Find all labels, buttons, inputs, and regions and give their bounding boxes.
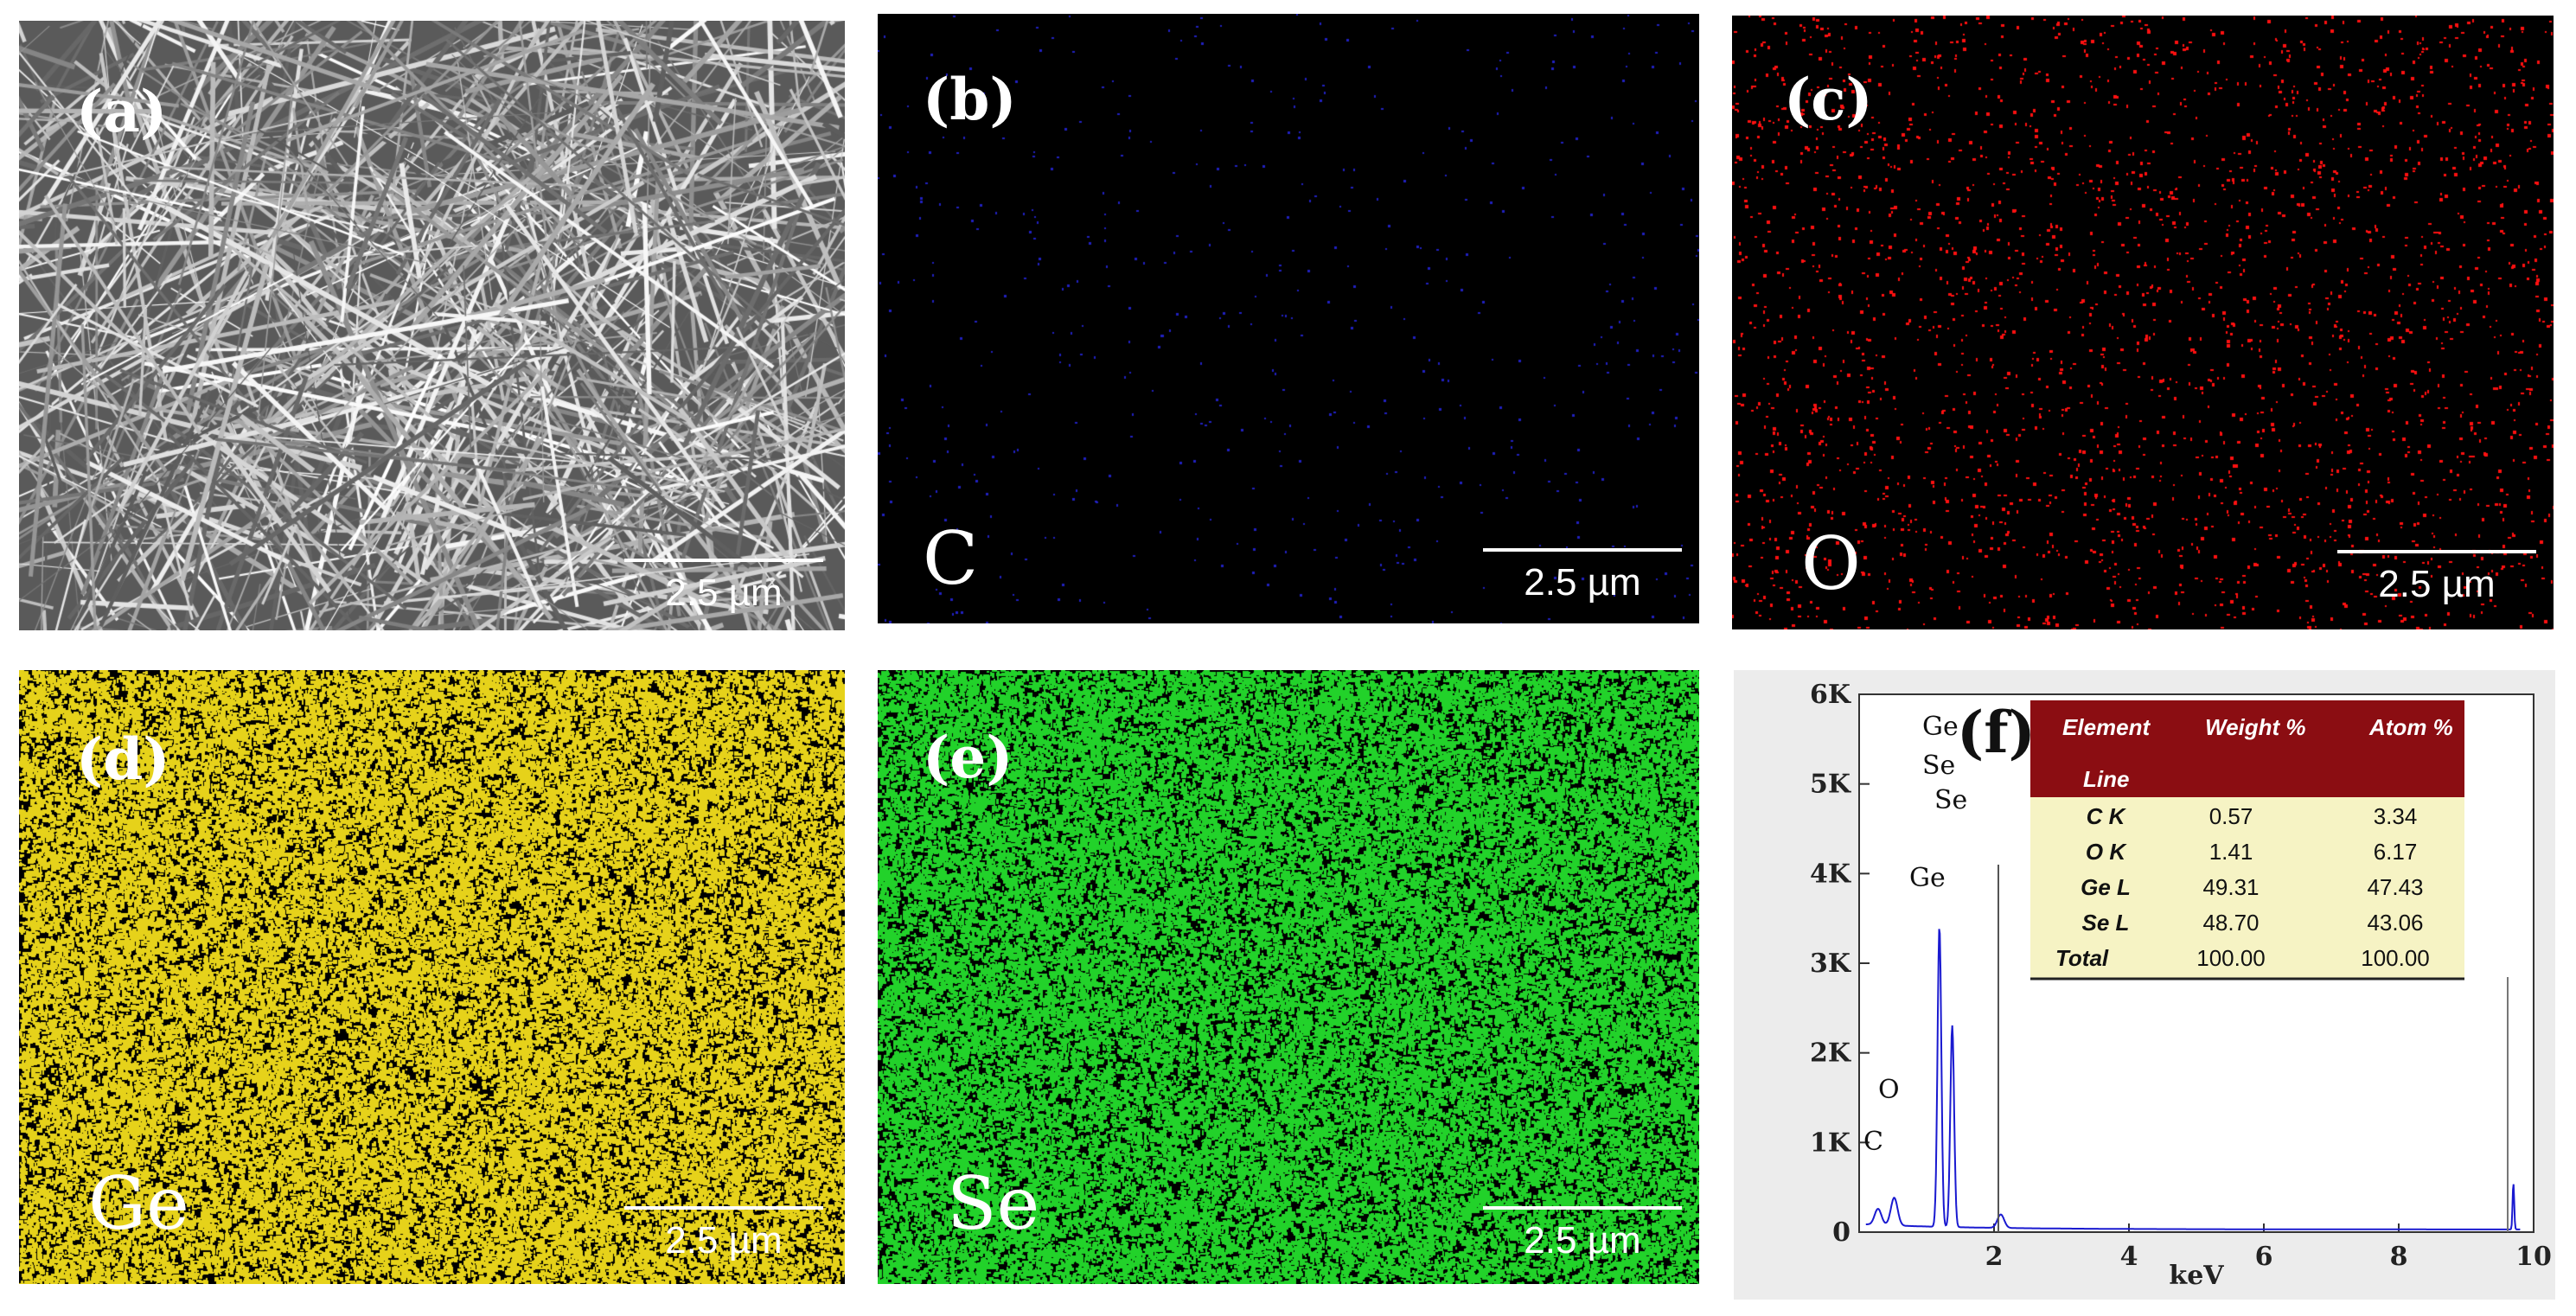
scale-bar-label: 2.5 µm	[665, 572, 783, 614]
sem-micrograph	[19, 21, 845, 630]
selenium-map-panel: (e) Se 2.5 µm	[878, 670, 1699, 1284]
element-label: C	[923, 516, 979, 601]
panel-label: (f)	[1957, 699, 2036, 766]
peak-label-o: O	[1878, 1075, 1900, 1105]
y-tick-label: 4K	[1810, 859, 1851, 889]
panel-label: (d)	[76, 725, 170, 793]
table-cell: C K	[2087, 803, 2127, 829]
table-rows: C K 0.57 3.34 O K 1.41 6.17 Ge L 49.31 47.43 Se L…	[2055, 803, 2430, 971]
panel-label: (b)	[923, 66, 1017, 133]
scale-bar	[624, 1206, 823, 1210]
panel-label: (a)	[76, 78, 168, 145]
table-cell: 6.17	[2374, 839, 2418, 865]
x-tick-label: 4	[2120, 1242, 2138, 1272]
scale-bar-label: 2.5 µm	[1524, 1219, 1641, 1262]
x-tick-label: 8	[2390, 1242, 2408, 1272]
table-cell: 100.00	[2196, 945, 2266, 971]
y-tick-label: 0	[1832, 1217, 1851, 1248]
y-tick-label: 6K	[1810, 680, 1851, 710]
table-cell: Ge L	[2081, 874, 2131, 900]
table-cell: 100.00	[2361, 945, 2430, 971]
selenium-element-map	[878, 670, 1699, 1284]
germanium-element-map	[19, 670, 845, 1284]
carbon-map-panel: (b) C 2.5 µm	[878, 14, 1699, 623]
y-axis: 0 1K 2K 3K 4K 5K 6K	[1810, 680, 1870, 1248]
peak-label-se: Se	[1922, 751, 1955, 781]
scale-bar-label: 2.5 µm	[2378, 563, 2496, 605]
peak-label-se: Se	[1934, 785, 1967, 815]
scale-bar	[624, 559, 823, 562]
eds-spectrum-panel: 0 1K 2K 3K 4K 5K 6K 2 4 6 8 10 Ge Se Se Ge O C (f)…	[1734, 670, 2555, 1300]
scale-bar	[2337, 550, 2536, 553]
eds-spectrum-chart: 0 1K 2K 3K 4K 5K 6K 2 4 6 8 10 Ge Se Se Ge O C (f)…	[1810, 680, 2552, 1291]
x-tick-label: 6	[2255, 1242, 2273, 1272]
col-header-atom: Atom %	[2368, 714, 2453, 740]
scale-bar-label: 2.5 µm	[665, 1219, 783, 1262]
table-header	[2030, 700, 2464, 797]
oxygen-map-panel: (c) O 2.5 µm	[1732, 16, 2554, 629]
element-label: Ge	[88, 1161, 189, 1246]
table-cell: 3.34	[2374, 803, 2418, 829]
table-cell: Total	[2055, 945, 2109, 971]
x-tick-label: 10	[2515, 1242, 2552, 1272]
table-cell: 1.41	[2209, 839, 2253, 865]
table-cell: 48.70	[2202, 910, 2259, 936]
sem-image-panel: (a) 2.5 µm	[19, 21, 845, 630]
peak-label-ge: Ge	[1909, 863, 1946, 893]
table-cell: O K	[2086, 839, 2127, 865]
col-header-line: Line	[2083, 766, 2129, 792]
spectrum-line	[1865, 929, 2521, 1230]
composition-table: Element Weight % Atom % Line C K 0.57 3.34…	[2030, 700, 2464, 981]
panel-label: (e)	[923, 724, 1013, 791]
x-axis: 2 4 6 8 10	[1985, 1223, 2552, 1272]
carbon-element-map	[878, 14, 1699, 623]
table-cell: 49.31	[2202, 874, 2259, 900]
x-axis-title: keV	[2169, 1261, 2224, 1291]
table-cell: 47.43	[2367, 874, 2423, 900]
oxygen-element-map	[1732, 16, 2554, 629]
table-cell: 43.06	[2367, 910, 2423, 936]
scale-bar	[1483, 1206, 1682, 1210]
panel-label: (c)	[1784, 66, 1873, 133]
x-tick-label: 2	[1985, 1242, 2004, 1272]
peak-label-ge: Ge	[1922, 712, 1959, 742]
table-body	[2030, 797, 2464, 979]
col-header-element: Element	[2062, 714, 2151, 740]
y-tick-label: 3K	[1810, 949, 1851, 979]
germanium-map-panel: (d) Ge 2.5 µm	[19, 670, 845, 1284]
scale-bar-label: 2.5 µm	[1524, 561, 1641, 604]
table-cell: Se L	[2082, 910, 2130, 936]
scale-bar	[1483, 548, 1682, 552]
table-cell: 0.57	[2209, 803, 2253, 829]
col-header-weight: Weight %	[2205, 714, 2306, 740]
peak-label-c: C	[1863, 1127, 1883, 1157]
y-tick-label: 5K	[1810, 770, 1851, 800]
element-label: O	[1801, 521, 1861, 606]
element-label: Se	[947, 1161, 1040, 1246]
y-tick-label: 1K	[1810, 1128, 1851, 1158]
y-tick-label: 2K	[1810, 1038, 1851, 1069]
